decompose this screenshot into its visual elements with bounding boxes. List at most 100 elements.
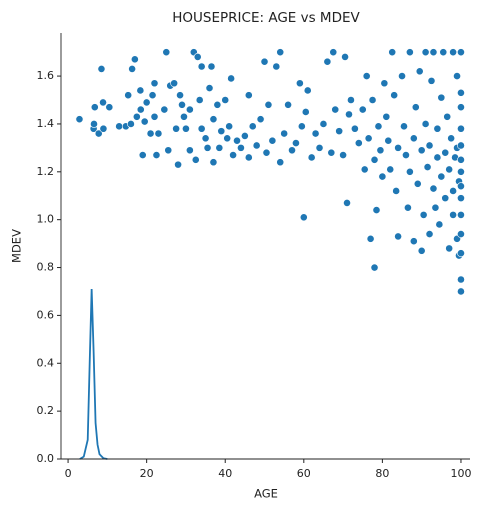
scatter-point [368,96,377,104]
y-tick-label: 1.0 [37,213,55,226]
scatter-point [268,136,277,145]
scatter-point [209,115,218,124]
scatter-point [409,134,418,143]
scatter-point [136,86,145,95]
scatter-point [207,62,216,71]
scatter-point [435,220,444,229]
y-tick-label: 1.6 [37,69,55,82]
scatter-point [288,146,296,155]
scatter-point [386,165,395,174]
scatter-point [90,103,99,112]
scatter-point [415,67,424,76]
scatter-point [170,79,179,88]
scatter-point [429,184,438,193]
y-tick-label: 0.6 [37,308,55,321]
scatter-point [343,199,351,207]
scatter-point [229,151,237,159]
scatter-point [409,237,418,246]
scatter-point [372,206,381,215]
scatter-point [437,172,446,181]
scatter-point [252,141,261,150]
scatter-point [297,122,306,131]
scatter-point [433,124,442,133]
scatter-point [152,151,161,159]
scatter-point [457,249,465,258]
scatter-point [303,86,312,95]
scatter-point [405,167,414,176]
y-tick-label: 0.8 [37,261,55,274]
scatter-point [178,100,186,109]
scatter-point [425,141,434,150]
scatter-point [244,91,253,100]
scatter-point [136,105,145,114]
scatter-point [301,108,310,116]
scatter-point [280,129,289,138]
scatter-point [457,124,465,133]
scatter-point [272,62,281,71]
scatter-point [331,105,340,114]
scatter-point [223,134,232,143]
scatter-point [457,88,465,97]
scatter-point [213,100,222,109]
scatter-point [217,127,226,136]
scatter-point [437,93,446,102]
scatter-point [376,146,385,155]
scatter-point [449,187,458,195]
scatter-point [203,143,212,152]
scatter-point [425,230,434,238]
scatter-point [176,91,184,100]
plot-area [75,48,465,460]
scatter-point [174,160,182,169]
y-tick-label: 0.4 [37,356,55,369]
chart-title: HOUSEPRICE: AGE vs MDEV [172,10,360,26]
scatter-point [105,103,114,112]
scatter-point [394,232,403,241]
scatter-point [404,203,412,212]
scatter-point [172,124,181,133]
scatter-point [374,122,383,131]
x-tick-label: 40 [218,467,232,480]
scatter-point [185,146,194,155]
scatter-point [191,155,200,164]
scatter-point [447,134,456,143]
scatter-point [295,79,304,88]
scatter-point [248,122,257,131]
scatter-point [323,57,332,66]
scatter-point [130,55,139,64]
y-tick-label: 0.0 [37,452,55,465]
scatter-point [99,98,107,107]
scatter-point [392,187,401,195]
scatter-point [457,182,465,191]
x-tick-label: 100 [450,467,471,480]
scatter-point [402,151,410,159]
scatter-point [360,165,369,174]
scatter-point [185,105,194,114]
scatter-point [445,244,454,253]
scatter-point [97,64,106,73]
scatter-point [457,230,465,238]
scatter-point [350,124,359,133]
scatter-point [115,122,124,131]
scatter-point [394,143,403,152]
y-axis-label: MDEV [10,229,24,263]
scatter-point [443,112,452,121]
scatter-point [237,143,245,152]
scatter-point [441,194,450,203]
scatter-point [457,167,465,176]
scatter-point [260,57,269,66]
scatter-point [417,146,426,155]
y-tick-label: 1.4 [37,117,55,130]
scatter-point [90,120,98,128]
scatter-point [182,124,190,133]
scatter-point [127,120,135,128]
scatter-point [240,132,249,140]
scatter-point [413,179,422,188]
scatter-point [195,96,204,104]
scatter-point [197,62,206,71]
scatter-point [341,53,349,61]
scatter-point [209,158,218,167]
scatter-point [329,48,338,57]
scatter-point [75,115,84,124]
scatter-point [233,136,241,145]
